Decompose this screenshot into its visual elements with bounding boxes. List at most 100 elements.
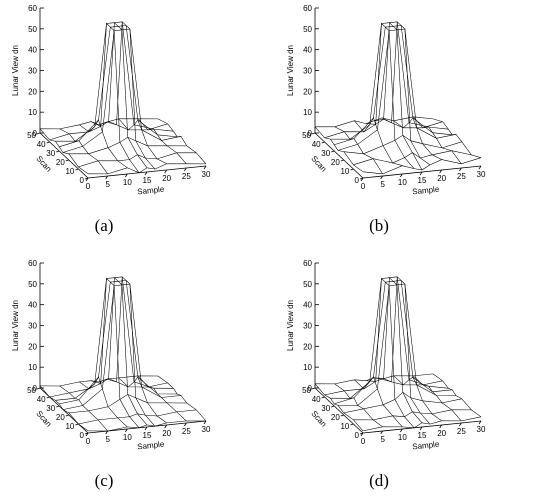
x-tick (105, 430, 108, 435)
surface-column (98, 22, 148, 168)
y-tick-label: 0 (355, 431, 360, 440)
y-tick-label: 50 (302, 131, 311, 140)
x-tick-label: 20 (437, 429, 446, 438)
z-tick-label: 10 (303, 363, 312, 372)
x-tick (380, 175, 383, 180)
surface-column (393, 375, 442, 422)
y-tick-label: 40 (37, 140, 46, 149)
x-tick (164, 169, 167, 174)
y-tick-label: 20 (56, 158, 65, 167)
x-tick-label: 20 (162, 429, 171, 438)
x-tick (164, 424, 167, 429)
y-tick (311, 387, 316, 390)
z-tick-label: 10 (28, 363, 37, 372)
x-tick (400, 428, 403, 433)
y-tick (359, 177, 364, 180)
surface-column (373, 277, 423, 423)
z-tick-label: 20 (28, 87, 37, 96)
x-tick (125, 173, 128, 178)
x-tick-label: 0 (86, 437, 91, 446)
z-axis-label: Lunar View dn (11, 300, 20, 351)
x-tick-label: 5 (105, 435, 110, 444)
z-tick-label: 40 (303, 46, 312, 55)
x-tick-label: 20 (437, 174, 446, 183)
x-tick-label: 0 (86, 182, 91, 191)
x-tick-label: 20 (162, 174, 171, 183)
y-tick (340, 159, 344, 162)
x-tick-label: 10 (398, 433, 407, 442)
x-tick-label: 5 (380, 435, 385, 444)
x-tick-label: 5 (105, 180, 110, 189)
surface-row (337, 28, 457, 151)
y-tick-label: 10 (65, 422, 74, 431)
surface-row (324, 378, 443, 396)
surface-column (79, 119, 128, 169)
y-tick (331, 150, 335, 153)
x-axis-label: Sample (412, 185, 440, 197)
x-tick-label: 30 (477, 170, 486, 179)
y-tick (46, 396, 50, 399)
surface-column (432, 373, 482, 418)
y-tick-label: 0 (355, 176, 360, 185)
z-tick-label: 0 (33, 129, 38, 138)
x-tick-label: 15 (418, 431, 427, 440)
z-axis-label: Lunar View dn (286, 300, 295, 351)
y-axis (314, 132, 364, 179)
surface-column (39, 128, 89, 175)
z-tick-label: 50 (28, 280, 37, 289)
y-tick (359, 432, 364, 435)
y-tick (56, 150, 60, 153)
x-axis-label: Sample (137, 440, 165, 452)
surface-row (59, 280, 178, 405)
x-tick (478, 165, 482, 170)
x-tick-label: 25 (182, 427, 191, 436)
x-tick-label: 0 (361, 182, 366, 191)
y-tick (321, 396, 325, 399)
panel-label: (d) (369, 471, 389, 490)
z-tick-label: 60 (28, 4, 37, 13)
surface-column (79, 376, 128, 428)
z-axis-label: Lunar View dn (11, 45, 20, 96)
y-tick (46, 141, 50, 144)
surface-row (68, 394, 187, 414)
z-tick-label: 60 (28, 259, 37, 268)
surface-column (413, 116, 462, 164)
y-tick (65, 159, 69, 162)
x-tick (419, 426, 423, 431)
y-tick (84, 432, 89, 435)
y-tick (65, 414, 69, 417)
x-tick-label: 0 (361, 437, 366, 446)
x-tick-label: 15 (143, 431, 152, 440)
z-tick-label: 50 (303, 280, 312, 289)
x-tick (400, 173, 403, 178)
y-tick-label: 20 (331, 413, 340, 422)
y-tick (75, 168, 79, 171)
surface-row (334, 280, 453, 405)
surface-column (106, 21, 156, 170)
surface-column (413, 375, 462, 422)
x-tick-label: 15 (418, 176, 427, 185)
surface-column (314, 383, 364, 432)
surface-column (138, 375, 187, 422)
surface-row (334, 25, 453, 146)
surface-column (314, 126, 364, 173)
y-tick (36, 132, 41, 135)
surface-column (381, 276, 431, 425)
x-tick-label: 15 (143, 176, 152, 185)
z-tick-label: 30 (28, 322, 37, 331)
surface-column (59, 385, 108, 432)
z-tick-label: 30 (303, 322, 312, 331)
z-tick-label: 30 (28, 67, 37, 76)
y-tick (331, 405, 335, 408)
z-tick-label: 0 (33, 384, 38, 393)
x-tick (105, 175, 108, 180)
x-tick (478, 420, 482, 425)
y-tick-label: 30 (321, 149, 330, 158)
y-tick (350, 423, 354, 426)
y-tick-label: 10 (340, 422, 349, 431)
panel-label: (a) (95, 216, 114, 235)
z-tick-label: 20 (303, 87, 312, 96)
z-tick-label: 50 (303, 25, 312, 34)
x-tick (144, 171, 148, 176)
